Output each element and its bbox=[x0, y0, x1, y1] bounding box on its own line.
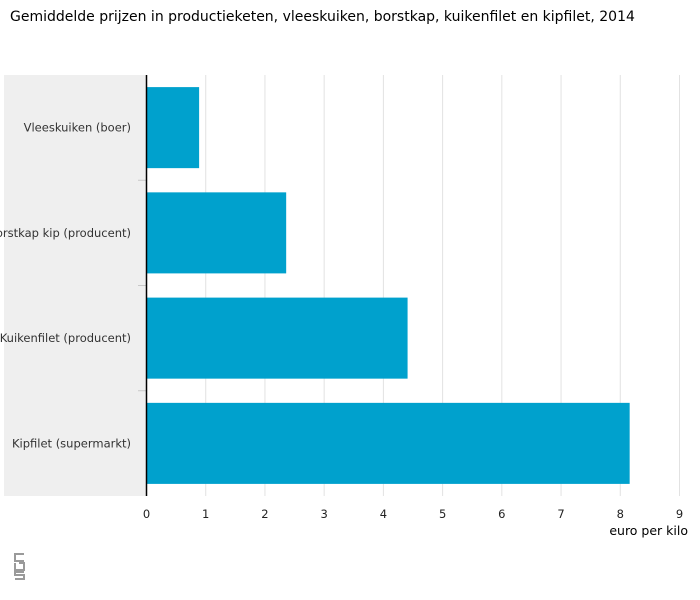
x-tick-label: 8 bbox=[617, 507, 624, 521]
x-tick-label: 1 bbox=[202, 507, 209, 521]
x-tick-labels: 0 1 2 3 4 5 6 7 8 9 bbox=[143, 507, 683, 521]
x-tick-label: 0 bbox=[143, 507, 150, 521]
bars bbox=[147, 87, 630, 484]
x-tick-label: 2 bbox=[261, 507, 268, 521]
category-labels: Vleeskuiken (boer) Borstkap kip (producen… bbox=[0, 121, 131, 451]
chart-title: Gemiddelde prijzen in productieketen, vl… bbox=[10, 9, 635, 25]
bar bbox=[147, 402, 630, 484]
bar bbox=[147, 87, 200, 169]
category-label: Kipfilet (supermarkt) bbox=[12, 436, 131, 450]
x-tick-label: 5 bbox=[439, 507, 446, 521]
x-tick-label: 9 bbox=[676, 507, 683, 521]
x-tick-label: 4 bbox=[380, 507, 387, 521]
category-label: Vleeskuiken (boer) bbox=[24, 121, 131, 135]
cbs-logo-icon bbox=[14, 553, 25, 580]
bar bbox=[147, 192, 287, 274]
category-label: Borstkap kip (producent) bbox=[0, 226, 131, 240]
bar bbox=[147, 297, 408, 379]
category-label: Kuikenfilet (producent) bbox=[0, 331, 131, 345]
x-tick-label: 7 bbox=[557, 507, 564, 521]
x-tick-label: 6 bbox=[498, 507, 505, 521]
category-band-background bbox=[4, 75, 146, 496]
x-tick-label: 3 bbox=[321, 507, 328, 521]
x-axis-label: euro per kilo bbox=[609, 523, 688, 538]
